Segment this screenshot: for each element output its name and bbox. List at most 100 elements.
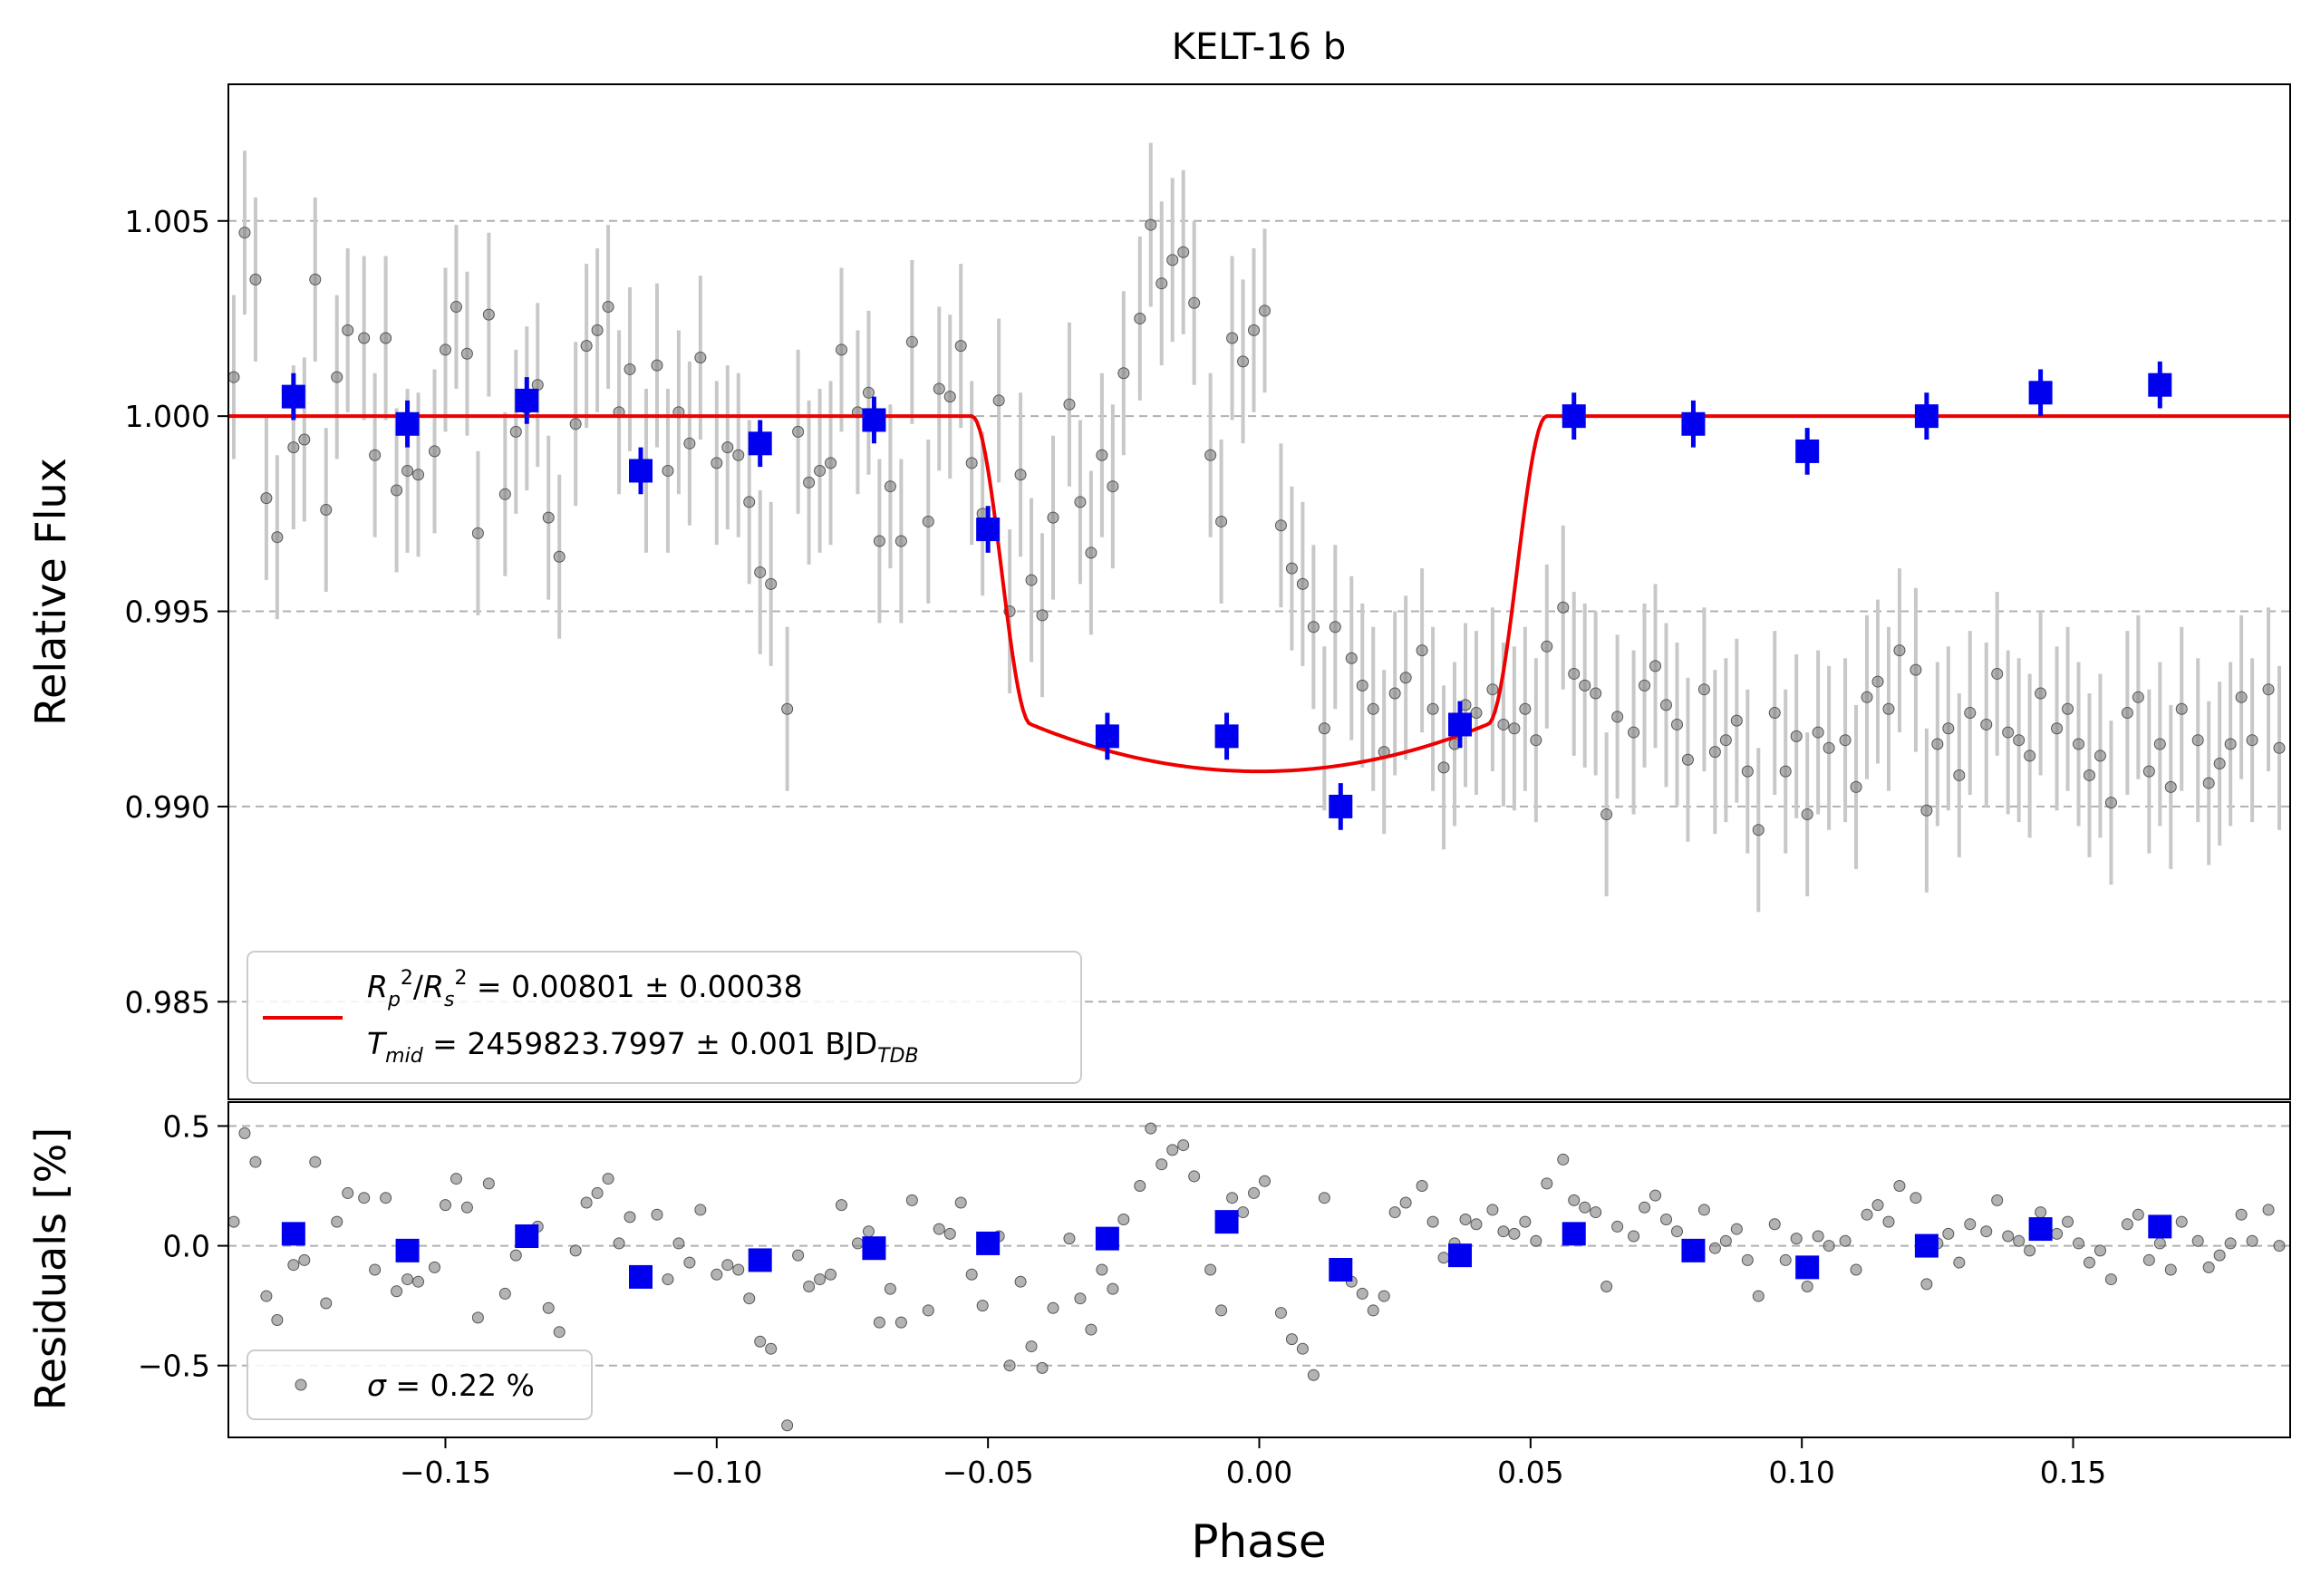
raw-point bbox=[1166, 254, 1179, 266]
residual-point bbox=[1437, 1252, 1450, 1264]
raw-point bbox=[922, 515, 934, 527]
raw-point bbox=[1557, 601, 1570, 614]
residual-point bbox=[401, 1273, 414, 1286]
raw-point bbox=[1741, 765, 1754, 778]
binned-residual-point bbox=[862, 1236, 886, 1261]
raw-point bbox=[1085, 547, 1097, 559]
raw-point bbox=[298, 433, 311, 446]
residual-point bbox=[1134, 1180, 1146, 1192]
raw-point bbox=[2273, 741, 2286, 754]
raw-point bbox=[553, 550, 566, 563]
raw-point bbox=[1329, 621, 1341, 634]
residual-point bbox=[1708, 1242, 1721, 1254]
binned-residual-point bbox=[629, 1264, 653, 1289]
residual-point bbox=[1871, 1199, 1884, 1212]
raw-point bbox=[711, 457, 723, 469]
residual-point bbox=[1318, 1192, 1330, 1204]
raw-point bbox=[1752, 824, 1765, 837]
residual-point bbox=[380, 1192, 392, 1204]
residual-point bbox=[694, 1204, 707, 1216]
residual-point bbox=[683, 1256, 696, 1269]
residual-point bbox=[1790, 1233, 1803, 1245]
raw-point bbox=[1568, 667, 1581, 680]
raw-point bbox=[1156, 277, 1168, 290]
residual-point bbox=[553, 1326, 566, 1339]
raw-point bbox=[862, 386, 875, 399]
residual-point bbox=[249, 1156, 262, 1168]
residual-point bbox=[1096, 1263, 1108, 1276]
residual-point bbox=[672, 1237, 685, 1250]
residual-point bbox=[2164, 1263, 2177, 1276]
residual-point bbox=[1942, 1227, 1955, 1240]
raw-point bbox=[1579, 679, 1591, 692]
residual-point bbox=[1307, 1369, 1320, 1381]
raw-point bbox=[803, 476, 816, 488]
binned-point bbox=[629, 459, 653, 483]
residual-point bbox=[482, 1177, 495, 1190]
top-binned-points bbox=[281, 361, 2172, 830]
residual-point bbox=[976, 1300, 989, 1312]
residual-point bbox=[754, 1335, 767, 1348]
residual-point bbox=[2224, 1237, 2237, 1250]
binned-point bbox=[862, 408, 886, 432]
raw-point bbox=[249, 273, 262, 285]
x-tick-label: −0.10 bbox=[671, 1455, 762, 1490]
residual-point bbox=[271, 1314, 284, 1326]
residual-point bbox=[1459, 1214, 1472, 1225]
residual-point bbox=[1014, 1275, 1027, 1288]
residual-point bbox=[1117, 1214, 1130, 1225]
raw-point bbox=[836, 343, 848, 356]
residual-point bbox=[509, 1249, 522, 1262]
residual-point bbox=[943, 1227, 956, 1240]
raw-point bbox=[1980, 718, 1993, 730]
top-y-tick-label: 0.985 bbox=[125, 984, 210, 1020]
residual-point bbox=[1850, 1263, 1862, 1276]
raw-point bbox=[965, 457, 978, 469]
residual-point bbox=[2235, 1208, 2248, 1221]
residual-point bbox=[1719, 1234, 1732, 1247]
bottom-legend-box bbox=[247, 1349, 593, 1420]
raw-point bbox=[369, 449, 382, 461]
raw-point bbox=[943, 391, 956, 403]
binned-residual-point bbox=[2148, 1214, 2172, 1239]
residual-point bbox=[1628, 1230, 1640, 1243]
residual-point bbox=[1910, 1192, 1922, 1204]
raw-point bbox=[992, 394, 1005, 407]
raw-point bbox=[1964, 707, 1977, 720]
binned-point bbox=[976, 517, 1001, 542]
residual-point bbox=[721, 1259, 734, 1272]
raw-point bbox=[933, 382, 945, 395]
binned-point bbox=[515, 388, 539, 412]
raw-point bbox=[2093, 750, 2106, 762]
raw-point bbox=[1850, 780, 1862, 793]
raw-point bbox=[412, 469, 425, 481]
raw-point bbox=[2224, 738, 2237, 750]
raw-point bbox=[287, 441, 300, 454]
residual-point bbox=[1399, 1196, 1412, 1209]
residual-point bbox=[1801, 1281, 1813, 1292]
residual-point bbox=[1812, 1230, 1824, 1243]
residual-point bbox=[1519, 1215, 1532, 1228]
raw-point bbox=[1237, 355, 1250, 368]
binned-residual-point bbox=[1562, 1222, 1586, 1246]
residual-point bbox=[862, 1225, 875, 1238]
raw-point bbox=[331, 371, 343, 383]
residual-point bbox=[624, 1211, 636, 1224]
residual-point bbox=[1730, 1223, 1743, 1235]
residual-point bbox=[1823, 1240, 1835, 1253]
residual-point bbox=[781, 1419, 794, 1432]
x-tick-label: 0.05 bbox=[1497, 1455, 1563, 1490]
legend-tmid-label: Tmid = 2459823.7997 ± 0.001 BJDTDB bbox=[367, 1026, 919, 1068]
raw-point bbox=[401, 464, 414, 477]
raw-point bbox=[1107, 480, 1119, 493]
residual-point bbox=[1226, 1192, 1239, 1204]
residual-point bbox=[1177, 1139, 1190, 1152]
residual-point bbox=[814, 1273, 827, 1286]
residual-point bbox=[460, 1201, 473, 1214]
binned-residual-point bbox=[1795, 1255, 1820, 1280]
residual-point bbox=[1285, 1333, 1298, 1346]
binned-residual-point bbox=[1681, 1238, 1706, 1262]
residual-point bbox=[309, 1156, 322, 1168]
residual-point bbox=[2121, 1218, 2133, 1231]
